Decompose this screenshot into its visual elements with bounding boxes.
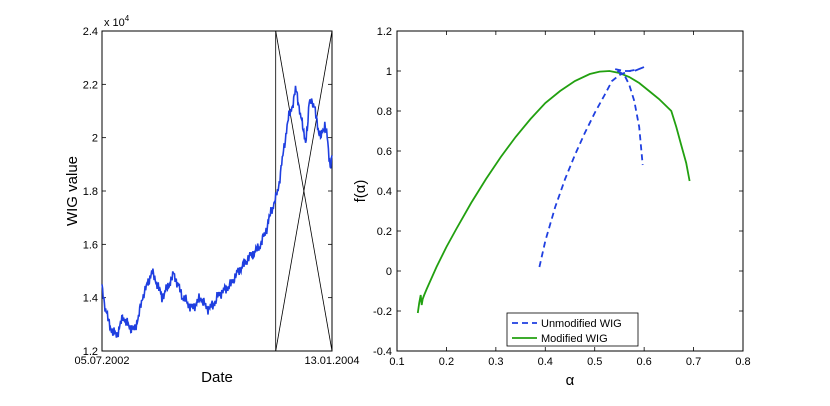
x-tick-label: 0.7 <box>686 356 701 368</box>
x-tick-label: 0.5 <box>587 356 602 368</box>
y-tick-label: -0.2 <box>373 306 392 318</box>
y-tick-label: 1.2 <box>377 26 392 38</box>
y-tick-label: 0 <box>386 266 392 278</box>
modified-wig-line <box>416 70 691 314</box>
x-tick-label-start: 05.07.2002 <box>74 355 129 367</box>
x-tick-label: 0.6 <box>636 356 651 368</box>
right-plot-frame <box>396 30 744 352</box>
y-tick-label: 1.2 <box>83 346 98 358</box>
x-axis-label: Date <box>201 369 233 386</box>
y-tick-label: -0.4 <box>373 346 392 358</box>
y-tick-label: 1.6 <box>83 239 98 251</box>
x-tick-label: 0.8 <box>735 356 750 368</box>
y-tick-label: 0.8 <box>377 106 392 118</box>
y-tick-label: 0.6 <box>377 146 392 158</box>
unmodified-wig-line <box>538 66 645 268</box>
x-tick-label: 0.2 <box>439 356 454 368</box>
x-tick-label-end: 13.01.2004 <box>304 355 359 367</box>
x-tick-label: 0.1 <box>389 356 404 368</box>
left-plot-frame <box>101 30 333 352</box>
highlight-window <box>275 30 333 352</box>
legend: Unmodified WIG Modified WIG <box>506 312 639 347</box>
x-tick-label: 0.4 <box>538 356 553 368</box>
y-tick-label: 1 <box>386 66 392 78</box>
y-exponent-label: x 104 <box>104 14 130 29</box>
legend-label-unmodified: Unmodified WIG <box>541 318 622 330</box>
y-tick-label: 1.8 <box>83 186 98 198</box>
y-axis-label: WIG value <box>64 156 81 226</box>
y-axis-label: f(α) <box>352 180 369 203</box>
y-tick-label: 2.4 <box>83 26 98 38</box>
y-tick-label: 1.4 <box>83 293 98 305</box>
x-tick-label: 0.3 <box>488 356 503 368</box>
x-axis-label: α <box>566 372 575 389</box>
wig-series-line <box>101 85 333 338</box>
y-tick-label: 2.2 <box>83 79 98 91</box>
multifractal-spectrum-chart: 0.1 0.2 0.3 0.4 0.5 0.6 0.7 0.8 -0.4 -0.2 0 0.2 0.4 0… <box>352 26 751 389</box>
y-tick-label: 0.2 <box>377 226 392 238</box>
legend-label-modified: Modified WIG <box>541 333 608 345</box>
y-tick-label: 2 <box>92 133 98 145</box>
y-tick-label: 0.4 <box>377 186 392 198</box>
wig-time-series-chart: 1.2 1.4 1.6 1.8 2 2.2 2.4 x 104 05.07.2002 13.… <box>64 14 360 386</box>
legend-box <box>506 312 639 347</box>
window-diagonal-2 <box>275 30 333 352</box>
